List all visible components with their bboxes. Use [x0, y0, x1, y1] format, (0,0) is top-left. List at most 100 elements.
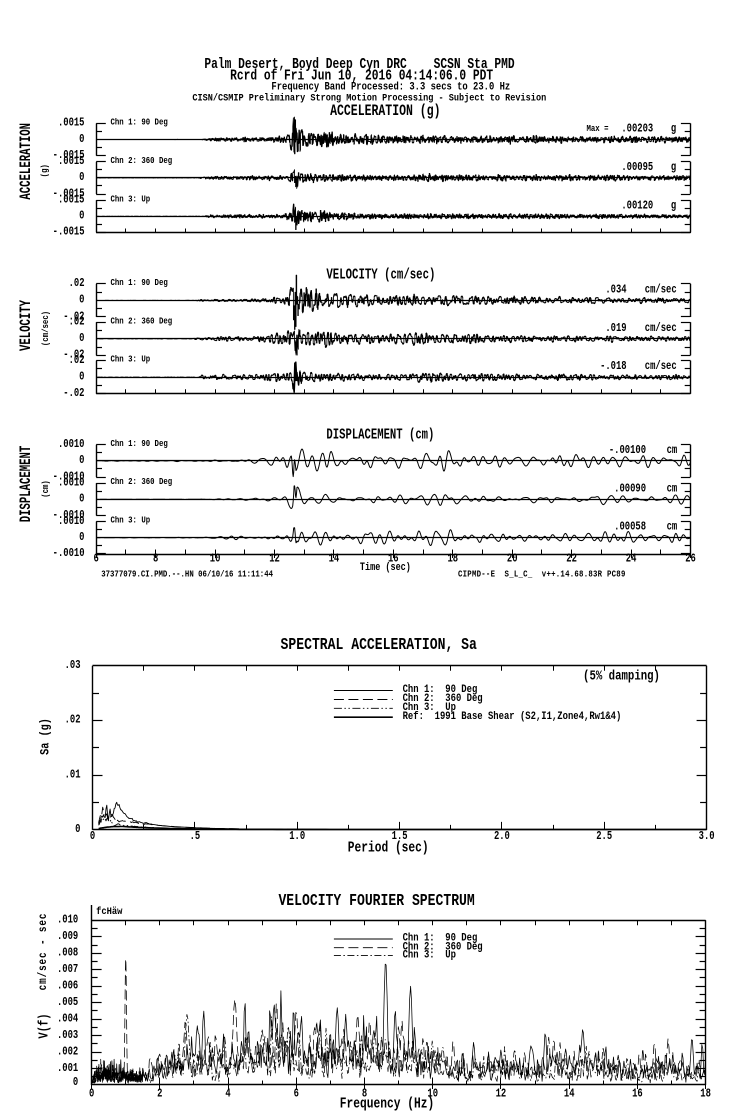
svg-text:-.02: -.02: [63, 310, 84, 324]
svg-text:Max =: Max =: [587, 124, 613, 134]
svg-text:Chn 2: 360 Deg: Chn 2: 360 Deg: [111, 478, 173, 488]
svg-text:VELOCITY (cm/sec): VELOCITY (cm/sec): [326, 266, 435, 283]
svg-text:.008: .008: [57, 946, 78, 960]
svg-text:2.0: 2.0: [494, 830, 510, 844]
svg-text:.019: .019: [605, 322, 626, 336]
svg-text:.02: .02: [65, 714, 81, 728]
svg-text:.00120: .00120: [621, 199, 653, 213]
svg-text:0: 0: [79, 370, 84, 384]
svg-text:ACCELERATION: ACCELERATION: [17, 123, 34, 200]
svg-text:Chn 2: 360 Deg: Chn 2: 360 Deg: [111, 317, 173, 327]
svg-text:.0015: .0015: [58, 193, 85, 207]
svg-text:VELOCITY FOURIER SPECTRUM: VELOCITY FOURIER SPECTRUM: [278, 893, 474, 911]
svg-text:.03: .03: [65, 659, 81, 673]
svg-text:Chn 3: Up: Chn 3: Up: [111, 516, 151, 526]
svg-text:.001: .001: [57, 1062, 78, 1076]
svg-text:.004: .004: [57, 1012, 78, 1026]
svg-text:20: 20: [507, 552, 518, 566]
svg-text:0: 0: [79, 454, 84, 468]
svg-text:Chn 3: Up: Chn 3: Up: [111, 195, 151, 205]
svg-text:-.018: -.018: [600, 360, 627, 374]
svg-text:12: 12: [269, 552, 280, 566]
svg-text:VELOCITY: VELOCITY: [17, 300, 34, 351]
svg-text:.5: .5: [190, 830, 201, 844]
svg-text:.0015: .0015: [58, 155, 85, 169]
svg-text:cm: cm: [667, 444, 678, 458]
svg-text:CIPMD--E S_L_C_ v++.14.68.83: CIPMD--E S_L_C_ v++.14.68.83R PC89: [458, 570, 626, 580]
svg-text:0: 0: [79, 171, 84, 185]
svg-text:cm: cm: [667, 521, 678, 535]
svg-text:g: g: [671, 122, 676, 136]
svg-text:Chn 1: 90 Deg: Chn 1: 90 Deg: [111, 118, 168, 128]
svg-text:-.00100: -.00100: [609, 444, 646, 458]
svg-text:cm/sec: cm/sec: [645, 322, 677, 336]
svg-text:ACCELERATION (g): ACCELERATION (g): [330, 104, 440, 121]
svg-text:.02: .02: [69, 315, 85, 329]
svg-text:.007: .007: [57, 963, 78, 977]
svg-text:cm/sec: cm/sec: [645, 360, 677, 374]
svg-text:.00058: .00058: [614, 521, 646, 535]
svg-text:Chn 1: 90 Deg: Chn 1: 90 Deg: [403, 683, 478, 696]
svg-text:.010: .010: [57, 913, 78, 927]
svg-text:Frequency (Hz): Frequency (Hz): [340, 1095, 434, 1112]
svg-text:fcHäw: fcHäw: [96, 906, 123, 918]
svg-text:g: g: [671, 199, 676, 213]
svg-text:.0010: .0010: [58, 476, 85, 490]
svg-text:26: 26: [685, 552, 696, 566]
svg-text:22: 22: [566, 552, 577, 566]
svg-text:18: 18: [700, 1087, 711, 1101]
svg-text:Chn 3: Up: Chn 3: Up: [403, 948, 456, 961]
svg-text:0: 0: [75, 823, 80, 837]
svg-text:8: 8: [153, 552, 158, 566]
svg-text:0: 0: [79, 209, 84, 223]
svg-text:Period (sec): Period (sec): [348, 839, 429, 856]
svg-text:14: 14: [564, 1087, 575, 1101]
svg-text:DISPLACEMENT (cm): DISPLACEMENT (cm): [326, 426, 434, 443]
svg-text:0: 0: [79, 492, 84, 506]
svg-text:SPECTRAL ACCELERATION, Sa: SPECTRAL ACCELERATION, Sa: [281, 637, 477, 655]
svg-text:0: 0: [79, 133, 84, 147]
svg-text:18: 18: [447, 552, 458, 566]
svg-text:.00203: .00203: [621, 122, 653, 136]
svg-text:3.0: 3.0: [699, 830, 715, 844]
svg-text:16: 16: [632, 1087, 643, 1101]
svg-text:0: 0: [73, 1076, 78, 1090]
svg-text:Palm Desert, Boyd Deep Cyn DRC: Palm Desert, Boyd Deep Cyn DRC SCSN Sta …: [204, 56, 514, 73]
svg-text:Chn 1: 90 Deg: Chn 1: 90 Deg: [111, 439, 168, 449]
svg-text:.003: .003: [57, 1029, 78, 1043]
svg-text:6: 6: [94, 552, 99, 566]
svg-text:14: 14: [329, 552, 340, 566]
svg-text:.006: .006: [57, 979, 78, 993]
svg-text:.0010: .0010: [58, 515, 85, 529]
svg-text:Chn 2: 360 Deg: Chn 2: 360 Deg: [403, 692, 483, 705]
svg-text:12: 12: [496, 1087, 507, 1101]
svg-text:Rcrd of Fri Jun 10, 2016 04:14: Rcrd of Fri Jun 10, 2016 04:14:06.0 PDT: [230, 67, 493, 84]
svg-text:-.0010: -.0010: [53, 547, 85, 561]
svg-text:-.02: -.02: [63, 387, 84, 401]
svg-text:10: 10: [427, 1087, 438, 1101]
svg-text:.00090: .00090: [614, 482, 646, 496]
svg-text:24: 24: [626, 552, 637, 566]
svg-text:.009: .009: [57, 930, 78, 944]
svg-text:cm: cm: [667, 482, 678, 496]
svg-text:(cm): (cm): [40, 480, 51, 498]
svg-text:Chn 3: Up: Chn 3: Up: [111, 355, 151, 365]
svg-text:0: 0: [79, 332, 84, 346]
svg-text:2: 2: [157, 1087, 162, 1101]
svg-text:-.0015: -.0015: [53, 226, 85, 240]
svg-text:(5% damping): (5% damping): [583, 668, 660, 684]
svg-text:Frequency Band Processed: 3.3: Frequency Band Processed: 3.3 secs to 23…: [271, 81, 510, 93]
svg-text:CISN/CSMIP Preliminary Strong: CISN/CSMIP Preliminary Strong Motion Pro…: [192, 92, 546, 104]
svg-text:-.0010: -.0010: [53, 509, 85, 523]
svg-text:-.02: -.02: [63, 349, 84, 363]
svg-text:0: 0: [90, 830, 95, 844]
svg-text:cm/sec: cm/sec: [645, 283, 677, 297]
svg-text:.0015: .0015: [58, 117, 85, 131]
svg-text:Sa (g): Sa (g): [37, 718, 53, 755]
svg-text:.02: .02: [69, 277, 85, 291]
svg-text:(g): (g): [39, 164, 50, 177]
svg-text:g: g: [671, 161, 676, 175]
svg-text:-.0010: -.0010: [53, 470, 85, 484]
svg-text:37377079.CI.PMD.--.HN 06/10/16: 37377079.CI.PMD.--.HN 06/10/16 11:11:44: [101, 570, 273, 580]
svg-text:V(f): V(f): [36, 1013, 52, 1038]
